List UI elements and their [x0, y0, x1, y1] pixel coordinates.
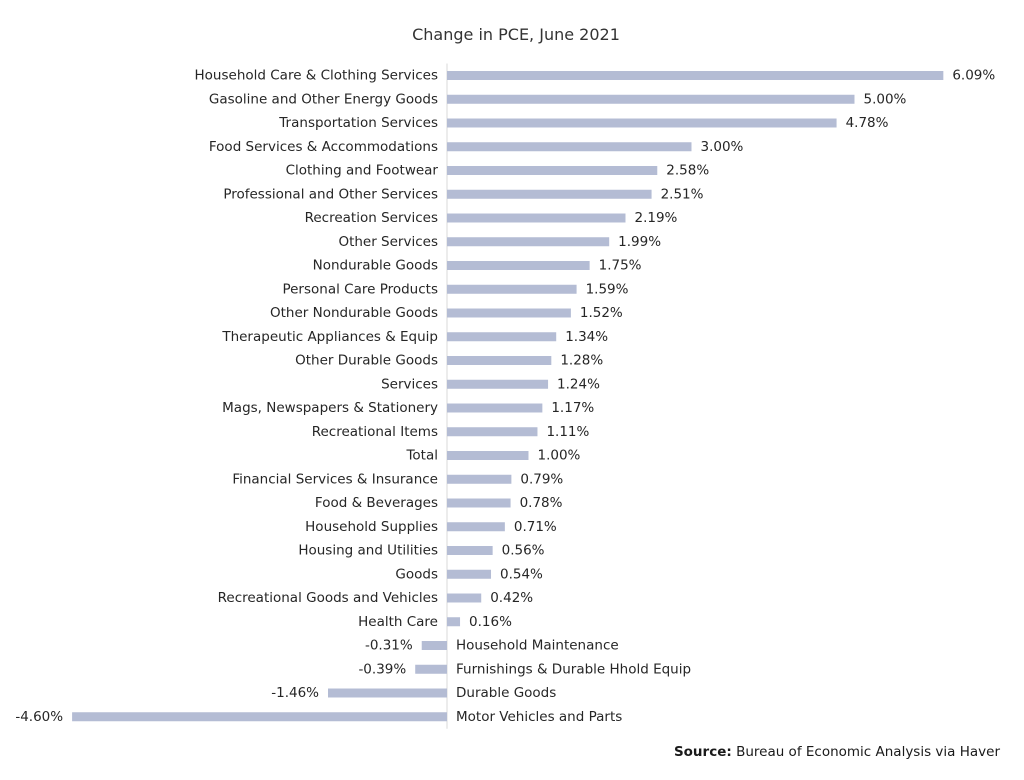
value-label-recreation-services: 2.19%	[634, 210, 677, 226]
category-label-household-maintenance: Household Maintenance	[456, 638, 619, 654]
category-label-other-durable-goods: Other Durable Goods	[295, 353, 438, 369]
bar-goods	[447, 569, 492, 579]
category-label-durable-goods: Durable Goods	[456, 685, 556, 701]
bar-clothing-and-footwear	[447, 166, 658, 175]
value-label-other-nondurable-goods: 1.52%	[580, 305, 623, 321]
value-label-other-durable-goods: 1.28%	[560, 353, 603, 369]
bar-household-care-clothing-services	[447, 71, 944, 80]
bar-financial-services-insurance	[447, 474, 512, 484]
value-label-transportation-services: 4.78%	[846, 115, 889, 131]
category-label-transportation-services: Transportation Services	[278, 115, 438, 131]
bar-household-supplies	[447, 522, 505, 532]
bar-total	[447, 451, 529, 460]
bar-nondurable-goods	[447, 261, 590, 270]
bar-health-care	[447, 617, 461, 627]
value-label-nondurable-goods: 1.75%	[599, 258, 642, 274]
value-label-mags-newspapers-stationery: 1.17%	[551, 400, 594, 416]
value-label-professional-and-other-services: 2.51%	[661, 186, 704, 202]
value-label-recreational-items: 1.11%	[546, 424, 589, 440]
value-label-furnishings-durable-hhold-equip: -0.39%	[358, 661, 406, 677]
category-label-household-care-clothing-services: Household Care & Clothing Services	[195, 68, 438, 84]
value-label-motor-vehicles-and-parts: -4.60%	[15, 709, 63, 725]
bar-recreation-services	[447, 213, 626, 223]
bar-recreational-items	[447, 427, 538, 437]
bar-other-nondurable-goods	[447, 308, 571, 318]
value-label-recreational-goods-and-vehicles: 0.42%	[490, 590, 533, 606]
category-label-clothing-and-footwear: Clothing and Footwear	[286, 163, 439, 179]
bar-food-services-accommodations	[447, 142, 692, 152]
category-label-other-services: Other Services	[338, 234, 438, 250]
bar-transportation-services	[447, 118, 837, 128]
category-label-recreation-services: Recreation Services	[305, 210, 438, 226]
bar-household-maintenance	[421, 641, 447, 650]
source-note: Source: Bureau of Economic Analysis via …	[674, 744, 1000, 760]
value-label-food-beverages: 0.78%	[520, 495, 563, 511]
category-label-food-services-accommodations: Food Services & Accommodations	[209, 139, 438, 155]
category-label-motor-vehicles-and-parts: Motor Vehicles and Parts	[456, 709, 622, 725]
category-label-household-supplies: Household Supplies	[305, 519, 438, 535]
bar-motor-vehicles-and-parts	[72, 712, 447, 722]
value-label-total: 1.00%	[538, 448, 581, 464]
bar-services	[447, 379, 549, 389]
bar-furnishings-durable-hhold-equip	[415, 664, 447, 674]
category-label-goods: Goods	[395, 566, 438, 582]
bar-personal-care-products	[447, 284, 577, 294]
value-label-personal-care-products: 1.59%	[586, 281, 629, 297]
value-label-housing-and-utilities: 0.56%	[502, 543, 545, 559]
category-label-health-care: Health Care	[358, 614, 438, 630]
category-label-nondurable-goods: Nondurable Goods	[313, 258, 438, 274]
category-label-food-beverages: Food & Beverages	[315, 495, 438, 511]
category-label-other-nondurable-goods: Other Nondurable Goods	[270, 305, 438, 321]
bar-housing-and-utilities	[447, 546, 493, 555]
bar-recreational-goods-and-vehicles	[447, 593, 482, 603]
category-label-recreational-items: Recreational Items	[312, 424, 438, 440]
bar-professional-and-other-services	[447, 189, 652, 199]
value-label-gasoline-and-other-energy-goods: 5.00%	[864, 91, 907, 107]
category-label-furnishings-durable-hhold-equip: Furnishings & Durable Hhold Equip	[456, 661, 691, 677]
bar-gasoline-and-other-energy-goods	[447, 94, 855, 104]
value-label-other-services: 1.99%	[618, 234, 661, 250]
bar-other-services	[447, 237, 610, 247]
category-label-services: Services	[381, 376, 438, 392]
category-label-housing-and-utilities: Housing and Utilities	[298, 543, 438, 559]
category-label-personal-care-products: Personal Care Products	[282, 281, 438, 297]
category-label-professional-and-other-services: Professional and Other Services	[223, 186, 438, 202]
bar-other-durable-goods	[447, 356, 552, 365]
value-label-food-services-accommodations: 3.00%	[701, 139, 744, 155]
value-label-household-care-clothing-services: 6.09%	[952, 68, 995, 84]
category-label-gasoline-and-other-energy-goods: Gasoline and Other Energy Goods	[209, 91, 438, 107]
category-label-mags-newspapers-stationery: Mags, Newspapers & Stationery	[222, 400, 438, 416]
category-label-total: Total	[405, 448, 438, 464]
bar-therapeutic-appliances-equip	[447, 332, 557, 342]
bar-food-beverages	[447, 498, 511, 508]
category-label-financial-services-insurance: Financial Services & Insurance	[232, 471, 438, 487]
chart-title: Change in PCE, June 2021	[412, 25, 620, 44]
value-label-therapeutic-appliances-equip: 1.34%	[565, 329, 608, 345]
value-label-goods: 0.54%	[500, 566, 543, 582]
category-label-recreational-goods-and-vehicles: Recreational Goods and Vehicles	[218, 590, 438, 606]
bar-durable-goods	[328, 688, 447, 698]
value-label-household-supplies: 0.71%	[514, 519, 557, 535]
value-label-health-care: 0.16%	[469, 614, 512, 630]
bar-mags-newspapers-stationery	[447, 403, 543, 413]
value-label-services: 1.24%	[557, 376, 600, 392]
value-label-financial-services-insurance: 0.79%	[520, 471, 563, 487]
source-text: Bureau of Economic Analysis via Haver	[736, 744, 1000, 760]
source-label: Source:	[673, 744, 732, 760]
value-label-durable-goods: -1.46%	[271, 685, 319, 701]
value-label-household-maintenance: -0.31%	[365, 638, 413, 654]
category-label-therapeutic-appliances-equip: Therapeutic Appliances & Equip	[221, 329, 438, 345]
value-label-clothing-and-footwear: 2.58%	[666, 163, 709, 179]
